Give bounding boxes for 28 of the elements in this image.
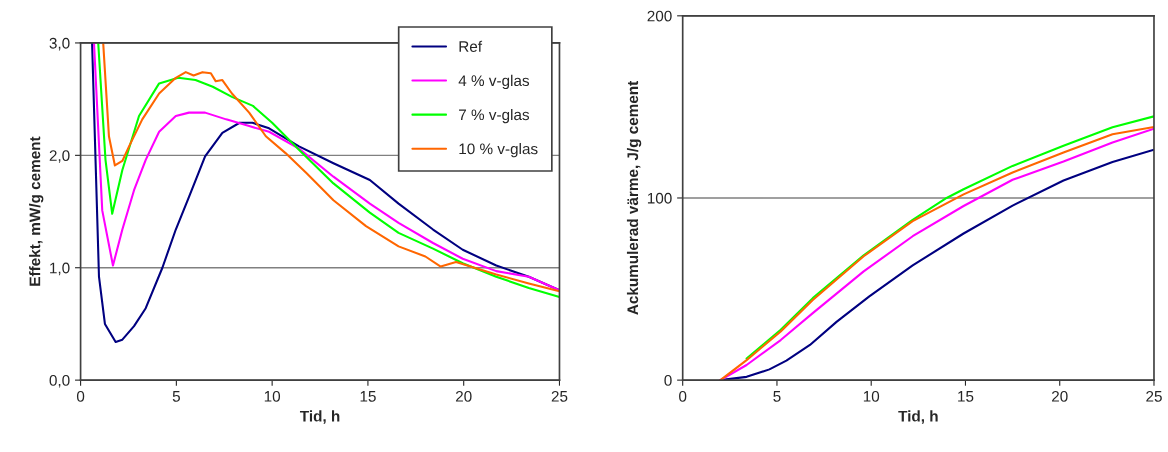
y-tick-label: 0 [664, 375, 672, 386]
x-tick-label: 5 [773, 391, 781, 402]
y-axis-title: Effekt, mW/g cement [29, 136, 44, 286]
x-tick-label: 25 [1146, 390, 1162, 402]
y-tick-label: 3,0 [49, 37, 70, 51]
x-tick-label: 10 [863, 390, 880, 402]
x-tick-label: 10 [264, 390, 281, 402]
x-axis-title: Tid, h [299, 410, 340, 424]
line-series [745, 115, 1154, 360]
y-tick-label: 100 [647, 192, 672, 204]
y-tick-label: 0,0 [49, 375, 70, 388]
y-tick-label: 200 [647, 10, 672, 22]
x-tick-label: 0 [76, 390, 85, 402]
x-tick-label: 0 [679, 390, 687, 402]
legend-label: 10 % v-glas [459, 143, 538, 158]
legend-label: 7 % v-glas [459, 108, 530, 124]
y-axis-title: Ackumulerad värme, J/g cement [626, 80, 642, 315]
y-tick-label: 1,0 [50, 262, 70, 276]
x-axis-title: Tid, h [898, 410, 938, 424]
x-tick-label: 20 [455, 390, 472, 402]
legend-label: Ref [459, 40, 483, 52]
y-tick-label: 2,0 [49, 150, 70, 163]
x-tick-label: 15 [360, 391, 376, 402]
x-tick-label: 25 [551, 390, 568, 402]
x-tick-label: 15 [958, 391, 974, 402]
x-tick-label: 5 [172, 391, 180, 402]
legend-label: 4 % v-glas [458, 74, 530, 90]
x-tick-label: 20 [1052, 390, 1068, 402]
